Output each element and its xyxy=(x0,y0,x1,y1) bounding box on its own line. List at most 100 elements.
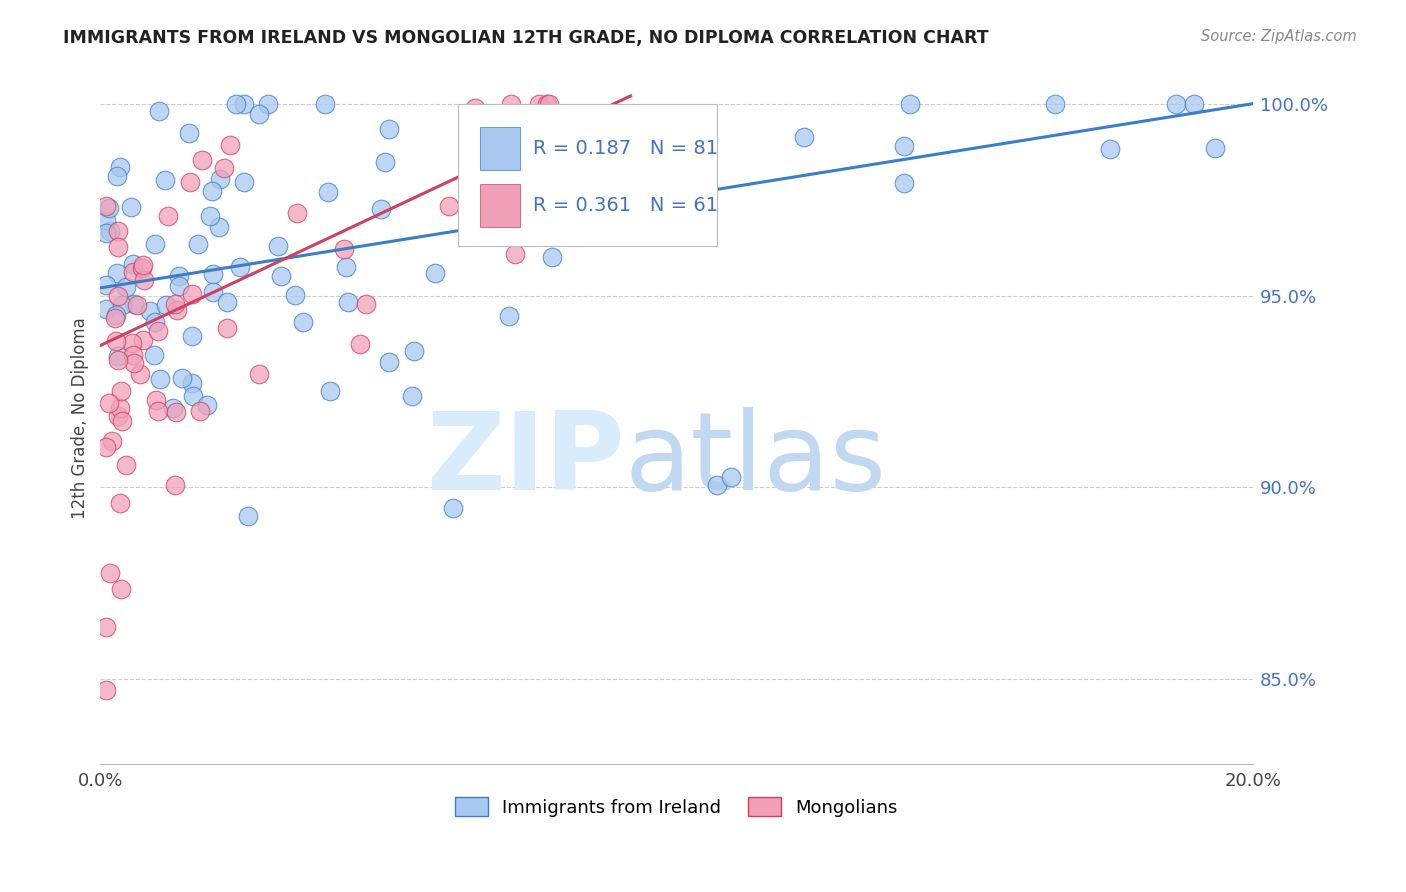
Y-axis label: 12th Grade, No Diploma: 12th Grade, No Diploma xyxy=(72,318,89,519)
Point xyxy=(180,286,202,301)
Point xyxy=(179,127,201,141)
Point xyxy=(544,180,567,194)
Point xyxy=(148,104,170,119)
Text: ZIP: ZIP xyxy=(426,407,624,513)
Point xyxy=(179,175,201,189)
Point xyxy=(108,160,131,174)
Point xyxy=(115,280,138,294)
Point xyxy=(236,508,259,523)
Point xyxy=(1182,96,1205,111)
Point xyxy=(98,566,121,581)
Point xyxy=(536,96,558,111)
Point xyxy=(498,309,520,323)
Point xyxy=(110,582,132,597)
Point xyxy=(105,308,128,322)
Point xyxy=(247,367,270,381)
Bar xyxy=(479,127,520,169)
Point xyxy=(1043,96,1066,111)
Point xyxy=(105,266,128,280)
Point xyxy=(225,96,247,111)
Point xyxy=(127,298,149,312)
Point xyxy=(1098,142,1121,156)
Point xyxy=(111,414,134,428)
Point xyxy=(202,267,225,281)
Point xyxy=(423,266,446,280)
Point xyxy=(267,238,290,252)
Point xyxy=(793,130,815,145)
Point xyxy=(122,347,145,361)
Point xyxy=(120,200,142,214)
Point xyxy=(401,389,423,403)
Point xyxy=(270,268,292,283)
Point xyxy=(166,302,188,317)
Point xyxy=(198,209,221,223)
Point xyxy=(167,268,190,283)
Point xyxy=(165,405,187,419)
Point xyxy=(314,96,336,111)
Point xyxy=(378,355,401,369)
Text: R = 0.187   N = 81: R = 0.187 N = 81 xyxy=(533,139,717,158)
Point xyxy=(94,212,117,227)
Point xyxy=(107,352,129,367)
Point xyxy=(527,96,550,111)
Point xyxy=(94,620,117,634)
Point xyxy=(374,154,396,169)
Point xyxy=(155,298,177,312)
Point xyxy=(378,122,401,136)
Point xyxy=(165,478,187,492)
Point xyxy=(143,236,166,251)
Point xyxy=(98,396,121,410)
Point xyxy=(441,501,464,516)
Point xyxy=(291,315,314,329)
FancyBboxPatch shape xyxy=(457,104,717,245)
Point xyxy=(143,315,166,329)
Point xyxy=(215,294,238,309)
Point xyxy=(111,298,134,312)
Text: R = 0.361   N = 61: R = 0.361 N = 61 xyxy=(533,196,717,215)
Point xyxy=(191,153,214,167)
Point xyxy=(128,368,150,382)
Point xyxy=(284,288,307,302)
Point xyxy=(233,175,256,189)
Point xyxy=(124,297,146,311)
Point xyxy=(585,120,607,135)
Point xyxy=(94,440,117,454)
Point xyxy=(114,458,136,472)
Point xyxy=(134,273,156,287)
Point xyxy=(107,224,129,238)
Point xyxy=(1204,141,1226,155)
Text: Source: ZipAtlas.com: Source: ZipAtlas.com xyxy=(1201,29,1357,44)
Point xyxy=(121,336,143,351)
Point xyxy=(142,348,165,362)
Text: atlas: atlas xyxy=(624,407,887,513)
Point xyxy=(139,304,162,318)
Point xyxy=(131,333,153,347)
Point xyxy=(200,184,222,198)
Point xyxy=(107,289,129,303)
Point xyxy=(335,260,357,275)
Point xyxy=(201,285,224,300)
Point xyxy=(208,219,231,234)
Point xyxy=(98,201,121,215)
Point xyxy=(104,334,127,348)
Point xyxy=(94,277,117,292)
Point xyxy=(108,496,131,510)
Point xyxy=(256,96,278,111)
Point xyxy=(706,477,728,491)
Point xyxy=(145,393,167,408)
Point xyxy=(94,301,117,316)
Point xyxy=(98,224,121,238)
Point xyxy=(464,101,486,115)
Point xyxy=(1164,96,1187,111)
Point xyxy=(437,199,460,213)
Legend: Immigrants from Ireland, Mongolians: Immigrants from Ireland, Mongolians xyxy=(449,790,905,824)
Point xyxy=(720,470,742,484)
Point xyxy=(333,242,356,256)
Text: IMMIGRANTS FROM IRELAND VS MONGOLIAN 12TH GRADE, NO DIPLOMA CORRELATION CHART: IMMIGRANTS FROM IRELAND VS MONGOLIAN 12T… xyxy=(63,29,988,46)
Point xyxy=(156,209,179,223)
Point xyxy=(132,258,155,272)
Point xyxy=(228,260,250,275)
Point xyxy=(316,185,339,199)
Point xyxy=(146,404,169,418)
Point xyxy=(893,176,915,190)
